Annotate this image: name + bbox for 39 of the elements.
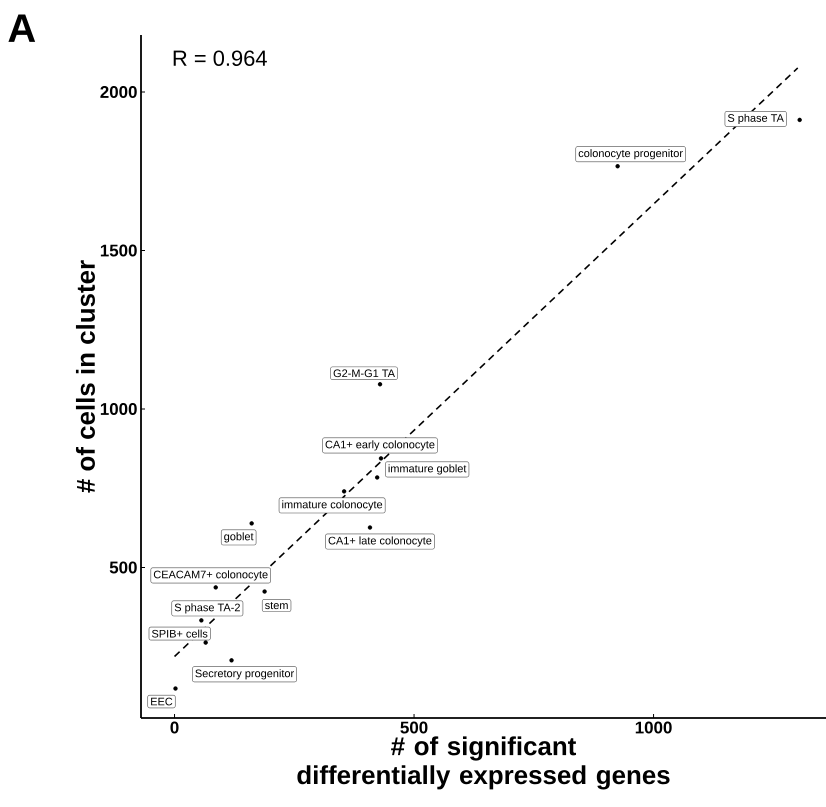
annotation: goblet (224, 532, 254, 542)
x-tick-label: 1000 (636, 722, 672, 734)
annotation: stem (265, 602, 288, 610)
annotation: SPIB+ cells (152, 630, 208, 638)
annotation: colonocyte progenitor (578, 149, 683, 160)
point (203, 640, 208, 645)
annotation: R = 0.964 (174, 50, 267, 66)
point (374, 475, 380, 480)
annotation: immature colonocyte (282, 500, 382, 510)
y-tick-label: 1000 (100, 402, 137, 415)
point (249, 521, 254, 526)
y-tick-label: 1500 (100, 244, 137, 257)
point (797, 118, 802, 122)
x-tick-label: 0 (170, 722, 179, 734)
point (262, 589, 267, 594)
y-axis-title: # of cells in cluster (76, 260, 95, 493)
point (229, 658, 234, 663)
point (199, 618, 204, 623)
annotation: EEC (151, 698, 172, 706)
annotation: immature goblet (388, 464, 466, 475)
annotation: CEACAM7+ colonocyte (154, 570, 268, 581)
chart-title: A (8, 14, 36, 42)
x-tick-label: 500 (400, 722, 428, 734)
y-tick-label: 500 (110, 561, 137, 574)
point (378, 382, 382, 386)
point (368, 525, 372, 530)
annotation: CA1+ late colonocyte (328, 536, 432, 547)
annotation: CA1+ early colonocyte (326, 440, 434, 451)
point (342, 489, 346, 494)
annotation: S phase TA (728, 114, 784, 124)
annotation: G2-M-G1 TA (334, 369, 395, 378)
point (615, 164, 620, 168)
y-tick-label: 2000 (100, 86, 137, 98)
point (214, 585, 218, 590)
x-axis-title: # of significant differentially expressed genes (297, 736, 670, 790)
point (378, 456, 384, 461)
point (173, 686, 178, 691)
annotation: S phase TA-2 (174, 603, 240, 614)
annotation: Secretory progenitor (195, 669, 294, 680)
